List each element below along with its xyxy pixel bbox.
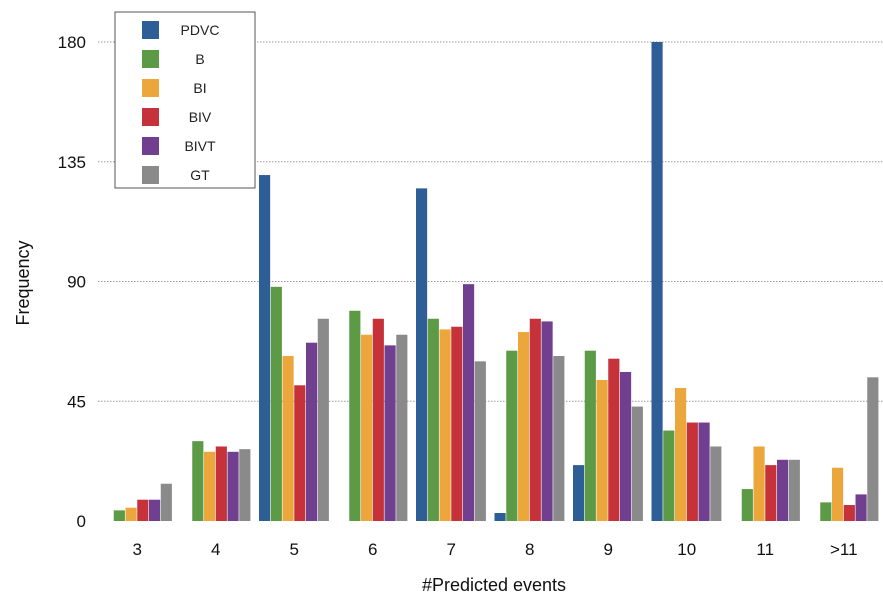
x-tick-label: 10 xyxy=(677,540,696,559)
legend: PDVC B BI BIV BIVT GT xyxy=(114,11,256,189)
bar-b-6 xyxy=(506,350,518,521)
bar-gt-7 xyxy=(631,406,643,521)
bar-b-7 xyxy=(584,350,596,521)
bar-bivt-4 xyxy=(384,345,396,521)
bar-bi-5 xyxy=(439,329,451,521)
bar-biv-2 xyxy=(215,446,227,521)
bars xyxy=(113,42,879,522)
x-tick-label: 7 xyxy=(447,540,456,559)
x-tick-label: 9 xyxy=(604,540,613,559)
legend-swatch xyxy=(142,79,159,97)
bar-gt-1 xyxy=(160,483,172,521)
bar-gt-8 xyxy=(710,446,722,521)
y-axis-ticks: 0 45 90 135 180 xyxy=(58,33,86,531)
legend-swatch xyxy=(142,108,159,126)
legend-swatch xyxy=(142,50,159,68)
bar-biv-5 xyxy=(451,326,463,521)
legend-swatch xyxy=(142,137,159,155)
bar-b-8 xyxy=(663,430,675,521)
y-tick-label: 180 xyxy=(58,33,86,52)
bar-pdvc-6 xyxy=(494,513,506,521)
bar-bi-4 xyxy=(361,334,373,521)
bar-pdvc-5 xyxy=(416,188,428,521)
bar-bivt-2 xyxy=(227,451,239,521)
x-tick-label: 5 xyxy=(290,540,299,559)
bar-gt-3 xyxy=(317,318,329,521)
bar-pdvc-8 xyxy=(651,42,663,521)
bar-pdvc-7 xyxy=(573,465,585,521)
bar-b-10 xyxy=(820,502,832,521)
bar-b-3 xyxy=(270,286,282,521)
legend-swatch xyxy=(142,166,159,184)
bar-biv-7 xyxy=(608,358,620,521)
y-axis-title: Frequency xyxy=(13,240,33,325)
bar-gt-10 xyxy=(867,377,879,521)
bar-bi-6 xyxy=(518,332,530,521)
bar-bivt-3 xyxy=(306,342,318,521)
x-tick-label: 6 xyxy=(368,540,377,559)
bar-b-1 xyxy=(113,510,125,521)
bar-bivt-1 xyxy=(149,499,161,521)
x-axis-title: #Predicted events xyxy=(422,575,566,595)
legend-swatch xyxy=(142,21,159,39)
bar-gt-4 xyxy=(396,334,408,521)
bar-biv-1 xyxy=(137,499,149,521)
x-tick-label: 8 xyxy=(525,540,534,559)
x-tick-label: 11 xyxy=(756,540,774,559)
bar-b-4 xyxy=(349,310,361,521)
x-tick-label: >11 xyxy=(830,540,858,559)
x-axis-ticks: 3 4 5 6 7 8 9 10 11 >11 xyxy=(133,540,858,559)
legend-label: BIV xyxy=(189,109,212,125)
legend-label: BI xyxy=(193,80,206,96)
bar-bivt-8 xyxy=(698,422,710,521)
bar-biv-3 xyxy=(294,385,306,521)
bar-bi-2 xyxy=(204,451,216,521)
bar-gt-6 xyxy=(553,356,565,521)
bar-bivt-6 xyxy=(541,321,553,521)
legend-label: B xyxy=(195,51,204,67)
bar-bivt-7 xyxy=(620,371,632,521)
bar-gt-2 xyxy=(239,449,251,521)
grid-lines xyxy=(98,41,883,402)
legend-box xyxy=(114,11,256,189)
bar-bi-8 xyxy=(675,387,687,521)
y-tick-label: 0 xyxy=(77,512,86,531)
bar-bi-10 xyxy=(832,467,844,521)
bar-pdvc-3 xyxy=(259,175,271,522)
y-tick-label: 45 xyxy=(67,392,86,411)
bar-biv-9 xyxy=(765,465,777,521)
bar-bi-3 xyxy=(282,356,294,521)
legend-label: GT xyxy=(190,167,210,183)
bar-bi-1 xyxy=(125,507,137,521)
bar-biv-8 xyxy=(686,422,698,521)
bar-bivt-10 xyxy=(855,494,867,521)
bar-gt-5 xyxy=(474,361,486,521)
bar-bi-7 xyxy=(596,379,608,521)
bar-gt-9 xyxy=(788,459,800,521)
bar-b-2 xyxy=(192,441,204,521)
x-tick-label: 3 xyxy=(133,540,142,559)
bar-biv-6 xyxy=(529,318,541,521)
bar-bi-9 xyxy=(753,446,765,521)
legend-label: PDVC xyxy=(181,22,220,38)
bar-b-5 xyxy=(427,318,439,521)
bar-b-9 xyxy=(741,489,753,521)
bar-bivt-5 xyxy=(463,284,475,521)
y-tick-label: 135 xyxy=(58,153,86,172)
bar-bivt-9 xyxy=(777,459,789,521)
bar-biv-10 xyxy=(843,505,855,521)
bar-biv-4 xyxy=(372,318,384,521)
x-tick-label: 4 xyxy=(211,540,220,559)
legend-label: BIVT xyxy=(184,138,216,154)
y-tick-label: 90 xyxy=(67,273,86,292)
